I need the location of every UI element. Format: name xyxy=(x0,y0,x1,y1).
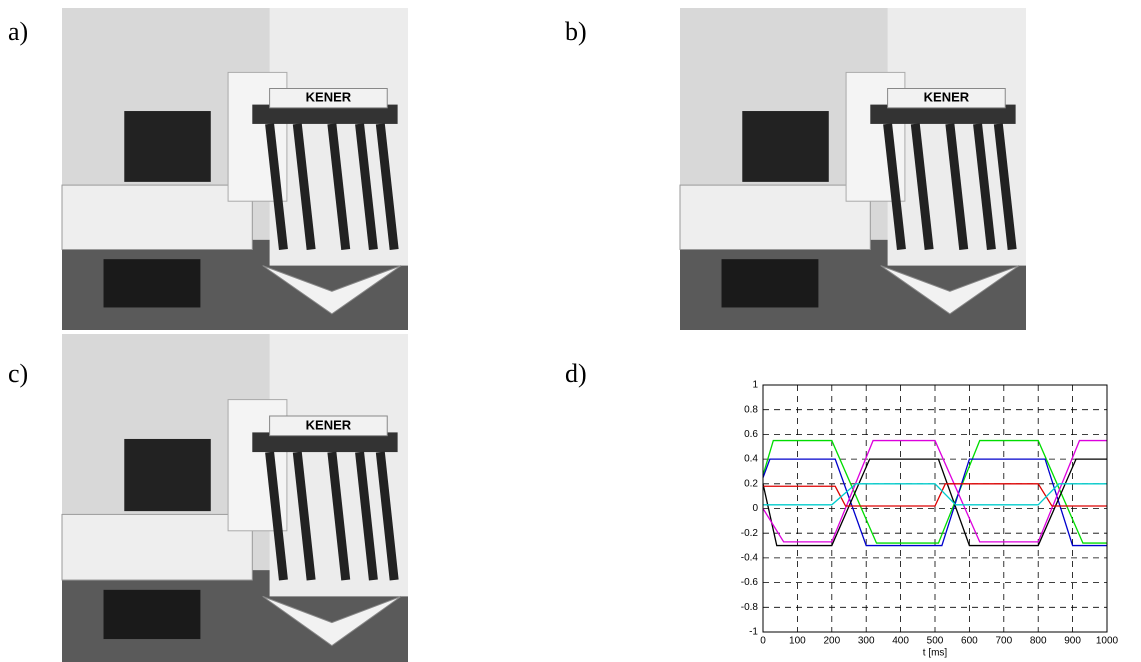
y-tick-label: -1 xyxy=(749,627,758,638)
figure: a) KENER b) KENER c) KENER d) -1 -0.8 -0.6 -0.4 -0.… xyxy=(0,0,1141,662)
photo-monitor xyxy=(124,439,211,511)
panel-label: b) xyxy=(565,17,587,46)
y-tick-label: 0 xyxy=(752,503,758,514)
x-tick-label: 300 xyxy=(858,636,875,647)
x-tick-label: 400 xyxy=(892,636,909,647)
x-tick-label: 500 xyxy=(927,636,944,647)
y-tick-label: 1 xyxy=(752,380,758,391)
photo-desk-box xyxy=(104,259,201,307)
x-tick-label: 1000 xyxy=(1096,636,1119,647)
photo-desk xyxy=(680,185,870,249)
x-axis-label: t [ms] xyxy=(923,648,948,659)
y-tick-label: -0.6 xyxy=(741,577,759,588)
photo-sign: KENER xyxy=(924,90,970,105)
photo-monitor xyxy=(124,111,211,182)
x-tick-label: 200 xyxy=(823,636,840,647)
photo-sign: KENER xyxy=(306,90,352,105)
x-tick-label: 600 xyxy=(961,636,978,647)
x-tick-label: 800 xyxy=(1030,636,1047,647)
photo-monitor xyxy=(742,111,829,182)
x-tick-label: 700 xyxy=(995,636,1012,647)
y-tick-label: -0.2 xyxy=(741,528,759,539)
photo-desk xyxy=(62,185,252,249)
y-tick-label: 0.6 xyxy=(744,429,758,440)
photo-desk xyxy=(62,514,252,580)
photo-desk-box xyxy=(104,590,201,639)
panel-label: d) xyxy=(565,359,587,388)
y-tick-label: 0.8 xyxy=(744,404,758,415)
x-tick-label: 100 xyxy=(789,636,806,647)
x-tick-label: 0 xyxy=(760,636,766,647)
y-tick-label: 0.4 xyxy=(744,454,758,465)
photo-sign: KENER xyxy=(306,417,352,432)
y-tick-label: -0.4 xyxy=(741,553,759,564)
y-tick-label: -0.8 xyxy=(741,602,759,613)
photo-desk-box xyxy=(722,259,819,307)
panel-label: c) xyxy=(8,359,28,388)
panel-label: a) xyxy=(8,17,28,46)
x-tick-label: 900 xyxy=(1064,636,1081,647)
y-tick-label: 0.2 xyxy=(744,478,758,489)
